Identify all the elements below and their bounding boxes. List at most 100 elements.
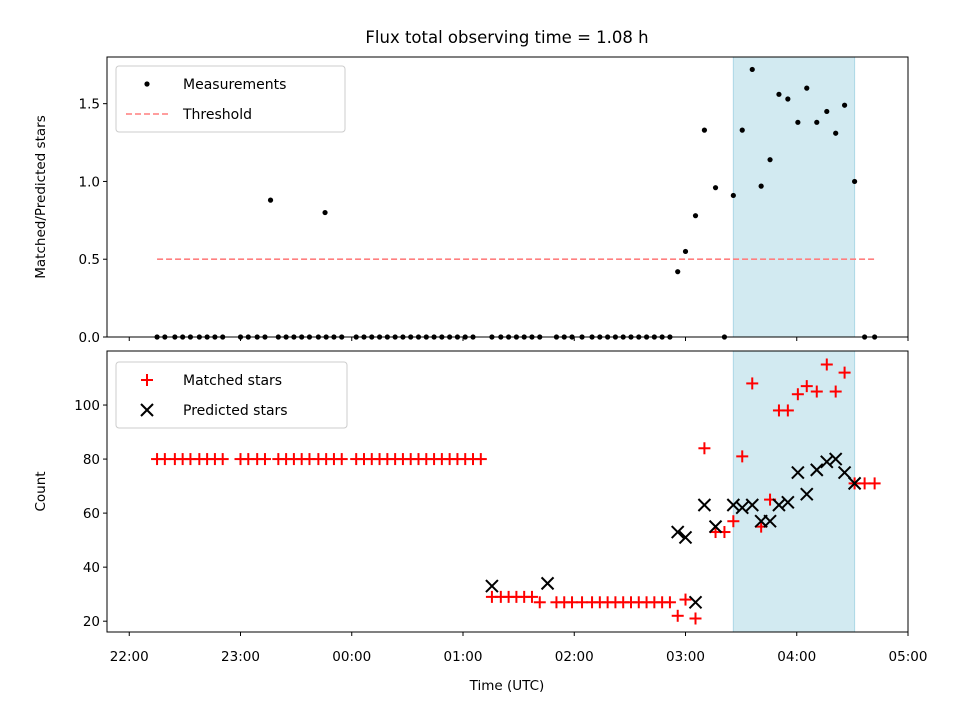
predicted-stars-point-b [828, 452, 843, 466]
matched-stars-point [810, 385, 823, 398]
legend-marker-predicted [140, 403, 154, 417]
matched-stars-point [566, 596, 579, 609]
predicted-stars-point [726, 498, 741, 512]
y-tick-label: 60 [83, 506, 100, 522]
predicted-stars-point [763, 514, 777, 528]
x-tick-label: 22:00 [110, 649, 149, 665]
matched-stars-point [868, 477, 881, 490]
y-tick-label: 80 [83, 452, 100, 468]
matched-stars-point [474, 453, 487, 466]
predicted-stars-point-b [781, 495, 795, 510]
predicted-stars-point-b [688, 595, 703, 609]
matched-stars-point [820, 358, 833, 371]
highlight-span-top [732, 56, 856, 338]
y-tick-label: 1.0 [79, 174, 100, 190]
legend-label-threshold: Threshold [182, 107, 252, 123]
x-tick-label: 05:00 [889, 649, 928, 665]
y-axis-label-top: Matched/Predicted stars [33, 115, 49, 278]
predicted-stars-point-b [735, 501, 749, 515]
measurements-point [267, 197, 274, 203]
x-ticks-bottom: 22:00 23:00 00:00 01:00 02:00 03:00 04:00 05:00 [110, 632, 928, 665]
x-ticks-top [128, 337, 909, 341]
matched-stars-point [829, 385, 842, 398]
predicted-stars-point-b [678, 530, 693, 545]
y-ticks-top: 0.0 0.5 1.0 1.5 [79, 97, 107, 346]
predicted-stars-point-b [847, 476, 862, 491]
matched-stars-point [663, 596, 676, 609]
predicted-stars-point-b [820, 455, 834, 469]
legend-label-measurements: Measurements [183, 77, 286, 93]
measurements-point [804, 85, 810, 91]
predicted-stars-point [540, 576, 555, 591]
predicted-stars-point-b [772, 498, 786, 512]
predicted-stars-point [828, 452, 843, 466]
marks-bottom [151, 358, 881, 625]
predicted-stars-point-b [837, 465, 852, 480]
y-tick-label: 0.5 [79, 252, 100, 268]
y-tick-label: 1.5 [79, 97, 100, 113]
matched-stars-point [158, 453, 171, 466]
legend-label-matched: Matched stars [183, 373, 282, 389]
measurements-point [322, 209, 328, 216]
matched-stars-point [791, 388, 804, 401]
legend-box-top [115, 65, 346, 133]
predicted-stars-point [671, 525, 685, 539]
legend-marker-measurements [144, 81, 150, 87]
matched-stars-point [533, 596, 546, 609]
matched-stars-point [838, 366, 851, 379]
matched-stars-point [698, 442, 711, 455]
measurements-point [776, 91, 782, 97]
matched-stars-point [335, 453, 348, 466]
predicted-stars-point-b [745, 498, 759, 512]
matched-stars-point [679, 593, 692, 606]
predicted-stars-point [837, 465, 852, 480]
predicted-stars-point-b [800, 487, 814, 501]
matched-stars-point [736, 450, 749, 463]
x-tick-label: 03:00 [666, 649, 705, 665]
legend-bottom: Matched stars Predicted stars [115, 361, 348, 429]
measurements-point [795, 119, 801, 125]
predicted-stars-point [485, 579, 499, 593]
predicted-stars-point [735, 501, 749, 515]
predicted-stars-point [745, 498, 759, 512]
predicted-stars-point [708, 519, 723, 534]
predicted-stars-point [697, 498, 712, 512]
predicted-stars-point-b [708, 519, 723, 534]
matched-stars-point [746, 377, 759, 390]
matched-stars-point [671, 609, 684, 622]
predicted-stars-point-b [763, 514, 777, 528]
measurements-point [841, 102, 848, 108]
predicted-stars-point [847, 476, 862, 491]
top-panel: 0.0 0.5 1.0 1.5 Matched/Predicted stars Mea… [33, 56, 909, 346]
y-tick-label: 0.0 [79, 330, 100, 346]
predicted-stars-point [791, 465, 805, 480]
matched-stars-point [689, 612, 702, 625]
predicted-stars-point [772, 498, 786, 512]
axes-frame-top [106, 56, 909, 338]
predicted-stars-point [810, 463, 824, 477]
axes-frame-bottom [106, 350, 909, 633]
y-tick-label: 100 [74, 398, 100, 414]
matched-stars-point [258, 453, 271, 466]
measurements-point [824, 108, 830, 115]
measurements-point [758, 183, 764, 189]
predicted-stars-point-b [485, 579, 499, 593]
measurements-point [833, 130, 839, 136]
predicted-stars-point [781, 495, 795, 510]
matched-stars-point [781, 404, 794, 417]
y-ticks-bottom: 20 40 60 80 100 [74, 398, 107, 630]
predicted-stars-point [820, 455, 834, 469]
measurements-point [712, 185, 719, 191]
measurements-point [692, 213, 699, 219]
measurements-point [852, 178, 858, 185]
x-tick-label: 23:00 [221, 649, 260, 665]
y-tick-label: 20 [83, 614, 100, 630]
measurements-point [730, 192, 736, 199]
x-tick-label: 04:00 [777, 649, 816, 665]
measurements-point [785, 96, 791, 102]
measurements-point [739, 127, 745, 133]
bottom-panel: 20 40 60 80 100 22:00 23:00 00:00 01:00 02:00 03:… [33, 350, 928, 665]
predicted-stars-point-b [726, 498, 741, 512]
predicted-stars-point [678, 530, 693, 545]
